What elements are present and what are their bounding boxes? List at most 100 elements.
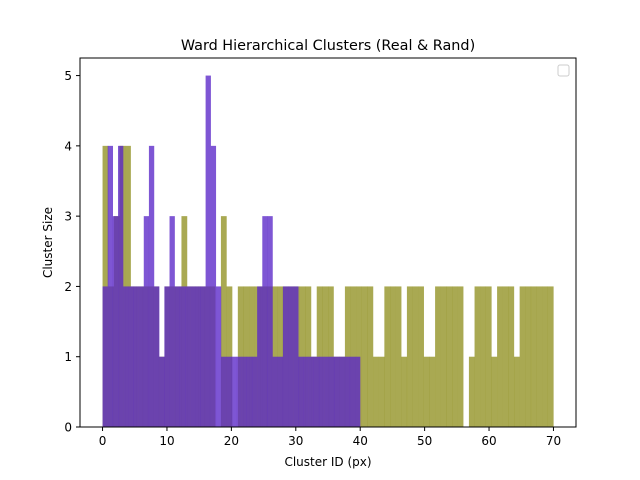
histogram-bar bbox=[282, 286, 289, 427]
histogram-bar bbox=[179, 286, 186, 427]
histogram-bar bbox=[148, 145, 155, 428]
histogram-bar bbox=[143, 216, 150, 427]
histogram-bar bbox=[485, 286, 492, 427]
histogram-bar bbox=[446, 286, 453, 427]
histogram-bar bbox=[288, 286, 294, 427]
y-axis-label: Cluster Size bbox=[41, 207, 55, 278]
x-tick-label: 40 bbox=[353, 434, 368, 448]
histogram-bar bbox=[102, 286, 108, 427]
histogram-bar bbox=[378, 356, 385, 427]
histogram-bar bbox=[329, 356, 335, 427]
histogram-bar bbox=[195, 286, 201, 427]
histogram-bar bbox=[508, 286, 515, 427]
histogram-bar bbox=[452, 286, 458, 427]
histogram-bar bbox=[514, 356, 520, 427]
histogram-bar bbox=[231, 356, 237, 427]
histogram-bar bbox=[547, 286, 554, 427]
y-tick-label: 4 bbox=[64, 139, 72, 153]
histogram-bar bbox=[154, 286, 160, 427]
histogram-bar bbox=[361, 286, 368, 427]
histogram-bar bbox=[418, 286, 424, 427]
histogram-bar bbox=[303, 356, 309, 427]
histogram-bar bbox=[267, 216, 273, 427]
histogram-bar bbox=[174, 286, 180, 427]
histogram-bar bbox=[298, 356, 304, 427]
x-tick-label: 10 bbox=[159, 434, 174, 448]
histogram-bar bbox=[210, 145, 217, 428]
x-axis: 0 10 20 30 40 50 60 70 bbox=[99, 427, 561, 448]
histogram-bar bbox=[118, 145, 124, 428]
histogram-bar bbox=[215, 286, 222, 427]
histogram-bar bbox=[159, 356, 165, 427]
histogram-bar bbox=[390, 286, 396, 427]
bars-layer bbox=[102, 75, 554, 428]
y-axis: 0 1 2 3 4 5 bbox=[64, 69, 80, 435]
histogram-bar bbox=[497, 286, 503, 427]
histogram-bar bbox=[344, 356, 351, 427]
y-tick-label: 0 bbox=[64, 421, 72, 435]
histogram-bar bbox=[530, 286, 537, 427]
histogram-bar bbox=[220, 216, 227, 427]
y-tick-label: 5 bbox=[64, 69, 72, 83]
histogram-bar bbox=[412, 286, 419, 427]
histogram-bar bbox=[236, 356, 242, 427]
histogram-bar bbox=[164, 286, 170, 427]
histogram-bar bbox=[324, 356, 330, 427]
histogram-bar bbox=[107, 145, 113, 428]
histogram-bar bbox=[277, 356, 284, 427]
histogram-bar bbox=[185, 286, 191, 427]
y-tick-label: 2 bbox=[64, 280, 72, 294]
histogram-bar bbox=[373, 356, 379, 427]
histogram-bar bbox=[355, 356, 361, 427]
histogram-bar bbox=[205, 75, 211, 427]
histogram-bar bbox=[384, 286, 391, 427]
histogram-bar bbox=[401, 356, 408, 427]
histogram-bar bbox=[367, 286, 374, 427]
histogram-bar bbox=[257, 286, 263, 427]
histogram-bar bbox=[241, 356, 247, 427]
histogram-bar bbox=[318, 356, 325, 427]
histogram-bar bbox=[406, 286, 413, 427]
histogram-bar bbox=[468, 356, 475, 427]
histogram-bar bbox=[133, 286, 139, 427]
histogram-bar bbox=[349, 356, 356, 427]
x-tick-label: 50 bbox=[417, 434, 432, 448]
histogram-bar bbox=[251, 356, 258, 427]
histogram-bar bbox=[246, 356, 253, 427]
histogram-bar bbox=[138, 286, 144, 427]
histogram-bar bbox=[308, 356, 314, 427]
histogram-bar bbox=[123, 286, 129, 427]
histogram-bar bbox=[272, 356, 278, 427]
histogram-bar bbox=[313, 356, 320, 427]
histogram-bar bbox=[502, 286, 509, 427]
histogram-bar bbox=[334, 356, 340, 427]
histogram-bar bbox=[542, 286, 548, 427]
histogram-bar bbox=[339, 356, 345, 427]
plot-frame bbox=[79, 57, 577, 428]
x-tick-label: 20 bbox=[224, 434, 239, 448]
histogram-bar bbox=[423, 356, 430, 427]
x-tick-label: 0 bbox=[99, 434, 107, 448]
histogram-bar bbox=[200, 286, 206, 427]
x-tick-label: 70 bbox=[546, 434, 561, 448]
x-axis-label: Cluster ID (px) bbox=[284, 455, 371, 469]
histogram-bar bbox=[169, 216, 175, 427]
histogram-bar bbox=[293, 286, 299, 427]
histogram-bar bbox=[190, 286, 196, 427]
histogram-bar bbox=[221, 356, 227, 427]
histogram-bar bbox=[112, 216, 119, 427]
histogram-bar bbox=[226, 356, 232, 427]
series-1 bbox=[102, 75, 361, 428]
y-tick-label: 3 bbox=[64, 210, 72, 224]
legend-box bbox=[557, 64, 570, 77]
histogram-bar bbox=[457, 286, 464, 427]
histogram-bar bbox=[536, 286, 543, 427]
histogram-bar bbox=[395, 286, 402, 427]
x-tick-label: 60 bbox=[481, 434, 496, 448]
histogram-bar bbox=[480, 286, 486, 427]
histogram-bar bbox=[429, 356, 436, 427]
histogram-bar bbox=[128, 286, 134, 427]
histogram-bar bbox=[519, 286, 526, 427]
histogram-bar bbox=[262, 216, 268, 427]
